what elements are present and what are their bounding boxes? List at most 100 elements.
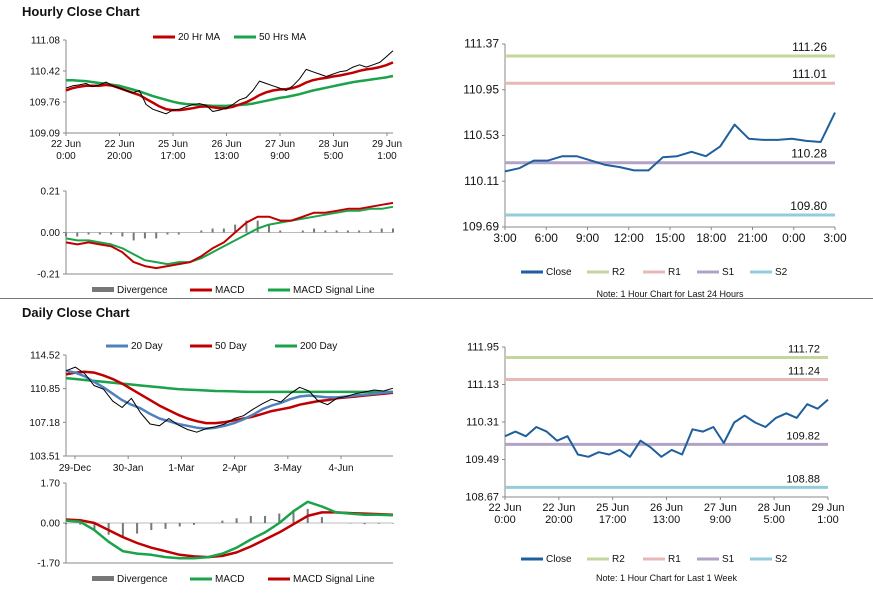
- hourly-price-xtick-label: 26 Jun: [211, 139, 241, 150]
- daily-price-xtick-label: 30-Jan: [113, 463, 144, 474]
- section-divider: [0, 298, 873, 299]
- daily-price-ytick-label: 110.85: [30, 384, 60, 395]
- daily-levels-legend-r1-label: R1: [668, 554, 681, 565]
- hourly-price-xtick-label: 29 Jun: [372, 139, 402, 150]
- hourly-price-xtick-label: 22 Jun: [104, 139, 134, 150]
- daily-levels-xtick-label: 22 Jun: [542, 502, 575, 514]
- legend-daily-signal-label: MACD Signal Line: [293, 574, 375, 585]
- hourly-price-ytick-label: 111.08: [31, 36, 61, 47]
- daily-levels-xtick-label: 0:00: [494, 514, 515, 526]
- daily-levels-ytick-label: 108.67: [465, 492, 499, 504]
- hourly-levels-s2-label: 109.80: [790, 199, 827, 213]
- hourly-macd-ytick-label: -0.21: [37, 270, 60, 281]
- legend-hourly-divergence-label: Divergence: [117, 285, 168, 296]
- daily-levels-ytick-label: 110.31: [466, 417, 499, 429]
- hourly-levels-xtick-label: 21:00: [737, 231, 767, 245]
- daily-levels-legend-r2-label: R2: [612, 554, 625, 565]
- daily-section-title: Daily Close Chart: [22, 305, 130, 320]
- daily-price-xtick-label: 3-May: [274, 463, 302, 474]
- hourly-price-xtick-label: 22 Jun: [51, 139, 81, 150]
- daily-levels-r1-label: 111.24: [788, 365, 820, 377]
- daily-levels-legend-s1-label: S1: [722, 554, 735, 565]
- hourly-price-xtick-label: 27 Jun: [265, 139, 295, 150]
- hourly-levels-r1-label: 111.01: [792, 67, 827, 81]
- legend-50-day-label: 50 Day: [215, 341, 247, 352]
- daily-levels-xtick-label: 26 Jun: [650, 502, 683, 514]
- legend-hourly-signal-label: MACD Signal Line: [293, 285, 375, 296]
- daily-price-ytick-label: 114.52: [30, 351, 60, 362]
- daily-levels-note: Note: 1 Hour Chart for Last 1 Week: [596, 573, 737, 583]
- hourly-levels-note: Note: 1 Hour Chart for Last 24 Hours: [596, 289, 744, 299]
- hourly-price-xtick-label: 20:00: [107, 151, 132, 162]
- legend-daily-divergence-label: Divergence: [117, 574, 168, 585]
- hourly-ma50-line: [66, 74, 394, 108]
- hourly-levels-ytick-label: 110.11: [464, 174, 499, 188]
- daily-macd-ytick-label: 0.00: [41, 519, 61, 530]
- legend-20-day-label: 20 Day: [131, 341, 163, 352]
- hourly-price-xtick-label: 0:00: [56, 151, 76, 162]
- hourly-macd-ytick-label: 0.00: [41, 228, 61, 239]
- hourly-price-ytick-label: 109.76: [29, 98, 60, 109]
- hourly-levels-xtick-label: 3:00: [493, 231, 517, 245]
- daily-levels-xtick-label: 27 Jun: [704, 502, 737, 514]
- daily-levels-r2-label: 111.72: [788, 344, 820, 356]
- hourly-levels-legend-r1-label: R1: [668, 267, 681, 278]
- hourly-levels-xtick-label: 3:00: [823, 231, 847, 245]
- hourly-price-xtick-label: 5:00: [324, 151, 344, 162]
- hourly-price-xtick-label: 17:00: [160, 151, 185, 162]
- hourly-levels-ytick-label: 110.95: [463, 82, 499, 96]
- daily-levels-legend-s2-label: S2: [775, 554, 788, 565]
- legend-50hrs-ma-label: 50 Hrs MA: [259, 32, 307, 43]
- legend-hourly-macd-label: MACD: [215, 285, 244, 296]
- hourly-levels-legend-r2-label: R2: [612, 267, 625, 278]
- hourly-levels-xtick-label: 18:00: [696, 231, 726, 245]
- daily-levels-legend-close-label: Close: [546, 554, 572, 565]
- daily-levels-ytick-label: 111.13: [467, 379, 499, 391]
- daily-levels-xtick-label: 20:00: [545, 514, 573, 526]
- hourly-levels-legend-s2-label: S2: [775, 267, 788, 278]
- daily-price-ytick-label: 103.51: [29, 452, 60, 463]
- daily-levels-ytick-label: 111.95: [467, 342, 499, 354]
- legend-200-day-label: 200 Day: [300, 341, 337, 352]
- hourly-close-line: [65, 50, 394, 115]
- daily-ma20-line: [65, 369, 394, 430]
- hourly-levels-close-line: [504, 112, 836, 173]
- hourly-price-ytick-label: 109.09: [29, 129, 60, 140]
- daily-levels-xtick-label: 5:00: [763, 514, 784, 526]
- hourly-levels-xtick-label: 9:00: [576, 231, 600, 245]
- daily-macd-line: [65, 500, 394, 560]
- legend-daily-divergence-swatch: [92, 576, 114, 581]
- hourly-price-xtick-label: 1:00: [377, 151, 397, 162]
- hourly-levels-s1-label: 110.28: [791, 147, 827, 161]
- daily-close-line: [65, 366, 394, 433]
- daily-price-ytick-label: 107.18: [29, 418, 60, 429]
- legend-daily-macd-label: MACD: [215, 574, 244, 585]
- daily-levels-ytick-label: 109.49: [465, 454, 499, 466]
- hourly-section-title: Hourly Close Chart: [22, 4, 140, 19]
- daily-price-xtick-label: 4-Jun: [328, 463, 353, 474]
- hourly-levels-legend-s1-label: S1: [722, 267, 735, 278]
- daily-price-xtick-label: 29-Dec: [59, 463, 91, 474]
- legend-20hr-ma-label: 20 Hr MA: [178, 32, 221, 43]
- hourly-levels-ytick-label: 111.37: [464, 37, 499, 51]
- daily-levels-s1-label: 109.82: [786, 430, 820, 442]
- hourly-price-xtick-label: 9:00: [270, 151, 290, 162]
- hourly-levels-xtick-label: 12:00: [614, 231, 644, 245]
- hourly-price-ytick-label: 110.42: [30, 67, 60, 78]
- hourly-signal-line: [65, 205, 394, 266]
- daily-price-xtick-label: 1-Mar: [168, 463, 195, 474]
- hourly-levels-ytick-label: 109.69: [462, 220, 499, 234]
- hourly-macd-line: [65, 201, 394, 270]
- daily-levels-xtick-label: 28 Jun: [758, 502, 791, 514]
- hourly-levels-legend-close-label: Close: [546, 267, 572, 278]
- daily-levels-xtick-label: 22 Jun: [488, 502, 521, 514]
- legend-hourly-divergence-swatch: [92, 287, 114, 292]
- daily-levels-xtick-label: 29 Jun: [811, 502, 844, 514]
- hourly-levels-xtick-label: 0:00: [782, 231, 806, 245]
- daily-levels-xtick-label: 13:00: [653, 514, 681, 526]
- daily-macd-ytick-label: -1.70: [37, 559, 60, 570]
- hourly-levels-ytick-label: 110.53: [463, 128, 499, 142]
- daily-levels-xtick-label: 1:00: [817, 514, 838, 526]
- daily-levels-xtick-label: 25 Jun: [596, 502, 629, 514]
